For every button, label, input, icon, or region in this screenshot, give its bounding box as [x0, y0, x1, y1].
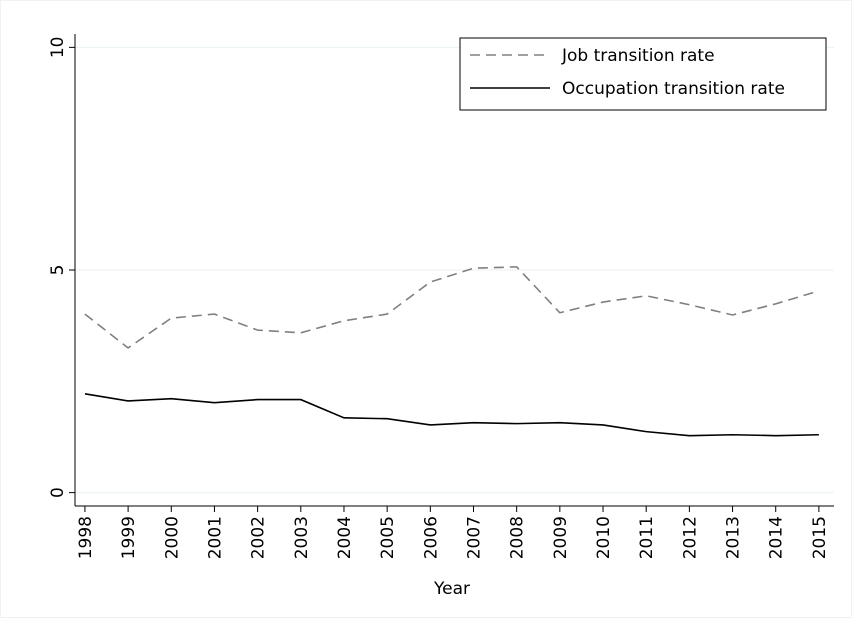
- y-tick-label: 5: [48, 265, 68, 276]
- x-tick-label: 2001: [205, 516, 225, 559]
- x-tick-label: 2007: [464, 516, 484, 559]
- x-tick-label: 1999: [119, 516, 139, 559]
- x-tick-label: 2000: [162, 516, 182, 559]
- x-tick-label: 2013: [724, 516, 744, 559]
- x-axis-title: Year: [433, 579, 470, 599]
- y-tick-label: 0: [48, 487, 68, 498]
- x-tick-label: 2006: [421, 516, 441, 559]
- x-tick-label: 2010: [594, 516, 614, 559]
- series-line: [84, 392, 819, 437]
- x-tick-label: 2014: [767, 516, 787, 559]
- x-tick-label: 1998: [76, 516, 96, 559]
- x-tick-label: 2008: [508, 516, 528, 559]
- x-tick-label: 2011: [637, 516, 657, 559]
- x-tick-label: 2003: [292, 516, 312, 559]
- x-tick-label: 2015: [810, 516, 830, 559]
- x-tick-label: 2012: [680, 516, 700, 559]
- x-tick-label: 2009: [551, 516, 571, 559]
- x-tick-label: 2005: [378, 516, 398, 559]
- legend-label: Occupation transition rate: [562, 79, 785, 99]
- legend-label: Job transition rate: [561, 46, 715, 66]
- legend-box: [459, 37, 827, 111]
- x-tick-label: 2004: [335, 516, 355, 559]
- x-tick-label: 2002: [249, 516, 269, 559]
- y-tick-label: 10: [48, 37, 68, 59]
- series-line: [84, 266, 820, 349]
